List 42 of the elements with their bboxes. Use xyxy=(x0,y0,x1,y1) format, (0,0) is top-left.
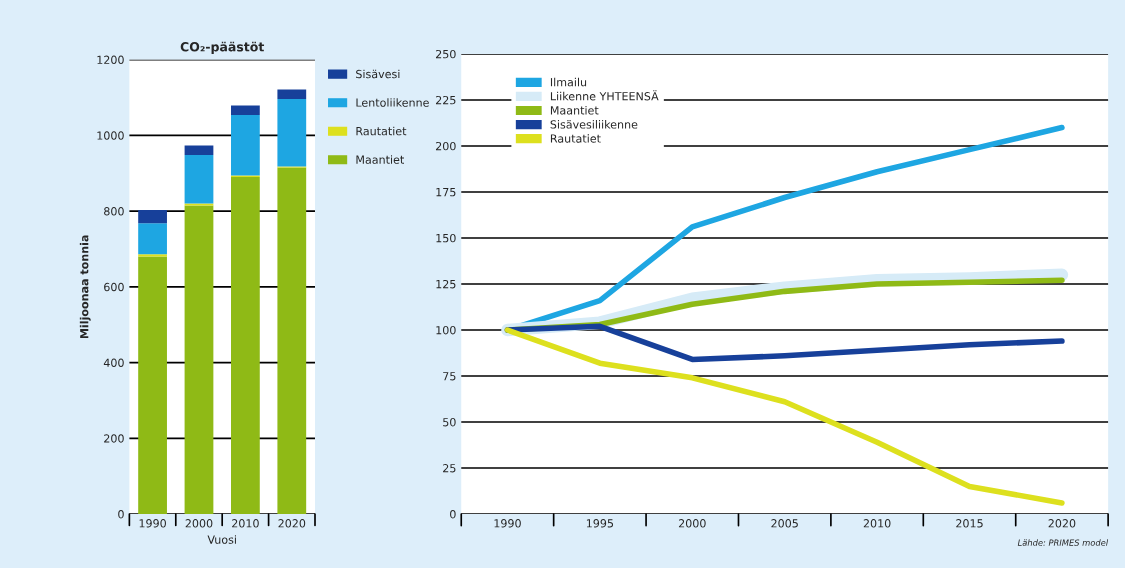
y-tick-label: 25 xyxy=(443,464,456,473)
y-tick-label: 125 xyxy=(436,279,456,289)
y-tick-label: 75 xyxy=(443,372,456,381)
legend-label: Rautatiet xyxy=(356,126,407,136)
x-tick-label: 2020 xyxy=(1048,519,1076,528)
y-tick-label: 100 xyxy=(436,325,456,335)
chart-title: CO₂-päästöt xyxy=(180,41,265,54)
x-tick-label: 1990 xyxy=(139,519,166,528)
y-tick-label: 175 xyxy=(436,188,456,197)
x-tick-label: 2000 xyxy=(185,519,213,528)
x-tick-label: 2015 xyxy=(956,519,983,528)
legend-label: Ilmailu xyxy=(550,77,587,87)
y-tick-label: 800 xyxy=(104,207,124,216)
y-tick-label: 50 xyxy=(443,418,456,427)
legend-label: Liikenne YHTEENSÄ xyxy=(550,90,659,101)
legend-label: Rautatiet xyxy=(550,134,601,143)
x-tick-label: 2020 xyxy=(278,519,306,528)
y-tick-label: 250 xyxy=(435,49,456,59)
x-tick-label: 1990 xyxy=(494,519,521,528)
x-tick-label: 2010 xyxy=(232,519,259,528)
legend-label: Lentoliikenne xyxy=(356,98,429,107)
x-tick-label: 2005 xyxy=(771,519,798,528)
legend-label: Maantiet xyxy=(356,155,404,164)
y-tick-label: 200 xyxy=(104,434,124,443)
y-tick-label: 0 xyxy=(450,510,456,519)
y-tick-label: 200 xyxy=(435,141,456,151)
legend-label: Sisävesi xyxy=(356,69,400,79)
y-tick-label: 600 xyxy=(104,282,124,292)
y-tick-label: 1000 xyxy=(97,131,124,140)
y-tick-label: 400 xyxy=(103,358,124,367)
x-axis-title: Vuosi xyxy=(207,535,236,544)
y-tick-label: 1200 xyxy=(97,55,124,65)
legend-label: Sisävesiliikenne xyxy=(550,120,638,129)
legend-label: Maantiet xyxy=(550,105,599,115)
x-tick-label: 1995 xyxy=(586,519,614,528)
text: Lähde: PRIMES model xyxy=(1017,539,1109,546)
y-tick-label: 0 xyxy=(118,510,124,519)
x-tick-label: 2010 xyxy=(863,519,891,528)
y-tick-label: 225 xyxy=(435,95,456,105)
x-tick-label: 2000 xyxy=(678,519,706,528)
y-axis-title: Miljoonaa tonnia xyxy=(79,235,91,339)
y-tick-label: 150 xyxy=(436,233,456,243)
